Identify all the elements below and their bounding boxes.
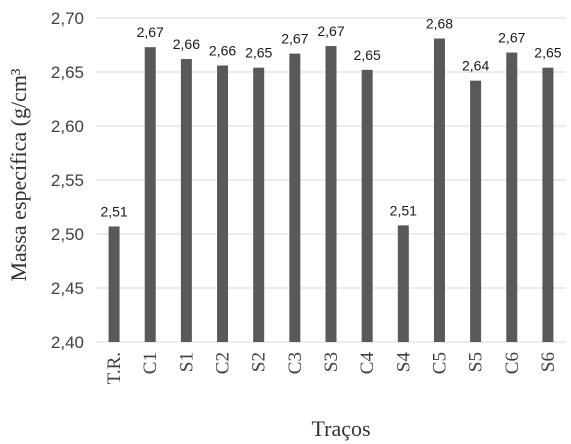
x-tick-label: S6 — [538, 352, 559, 372]
data-label: 2,68 — [426, 16, 453, 32]
x-tick-label: C3 — [285, 352, 306, 374]
bar-c3 — [289, 53, 301, 342]
x-tick-label: C6 — [502, 352, 523, 374]
x-tick-label: S5 — [466, 352, 487, 372]
x-tick-label: S4 — [393, 352, 414, 373]
bar-c6 — [506, 52, 518, 343]
data-label: 2,65 — [354, 47, 381, 63]
x-tick-label: T.R. — [104, 352, 125, 384]
data-label: 2,64 — [462, 58, 489, 74]
x-tick-label: C1 — [140, 352, 161, 374]
bar-c1 — [144, 47, 156, 342]
data-label: 2,67 — [281, 31, 308, 47]
y-tick-label: 2,65 — [51, 63, 84, 82]
x-tick-label: C4 — [357, 352, 378, 375]
y-tick-label: 2,70 — [51, 9, 84, 28]
bar-tr — [108, 226, 120, 342]
y-tick-label: 2,45 — [51, 279, 84, 298]
y-tick-label: 2,40 — [51, 333, 84, 352]
bar-s3 — [325, 46, 337, 342]
x-axis-title: Traços — [311, 416, 370, 441]
x-axis-ticks: T.R. C1 S1 C2 S2 C3 S3 C4 S4 C5 S5 C6 S6 — [104, 352, 559, 385]
x-tick-label: C5 — [429, 352, 450, 374]
data-labels: 2,51 2,67 2,66 2,66 2,65 2,67 2,67 2,65 2,51 2,68… — [100, 16, 561, 220]
data-label: 2,66 — [173, 36, 200, 52]
y-axis-ticks: 2,40 2,45 2,50 2,55 2,60 2,65 2,70 — [51, 9, 84, 352]
data-label: 2,65 — [534, 45, 561, 61]
data-label: 2,51 — [100, 203, 127, 219]
bar-s1 — [180, 59, 192, 342]
y-tick-label: 2,55 — [51, 171, 84, 190]
x-tick-label: S3 — [321, 352, 342, 372]
bar-s6 — [542, 67, 554, 343]
bars — [108, 38, 554, 343]
bar-s4 — [397, 225, 409, 342]
y-tick-label: 2,60 — [51, 117, 84, 136]
y-tick-label: 2,50 — [51, 225, 84, 244]
bar-c2 — [217, 65, 229, 343]
x-tick-label: C2 — [213, 352, 234, 374]
x-tick-label: S2 — [249, 352, 270, 372]
y-axis-title: Massa específica (g/cm³ — [6, 68, 31, 281]
bar-c5 — [433, 38, 445, 343]
data-label: 2,51 — [390, 202, 417, 218]
bar-s5 — [470, 80, 482, 342]
data-label: 2,65 — [245, 45, 272, 61]
data-label: 2,66 — [209, 43, 236, 59]
data-label: 2,67 — [498, 30, 525, 46]
data-label: 2,67 — [317, 23, 344, 39]
data-label: 2,67 — [137, 24, 164, 40]
bar-c4 — [361, 69, 373, 342]
bar-s2 — [253, 67, 265, 343]
x-tick-label: S1 — [176, 352, 197, 372]
